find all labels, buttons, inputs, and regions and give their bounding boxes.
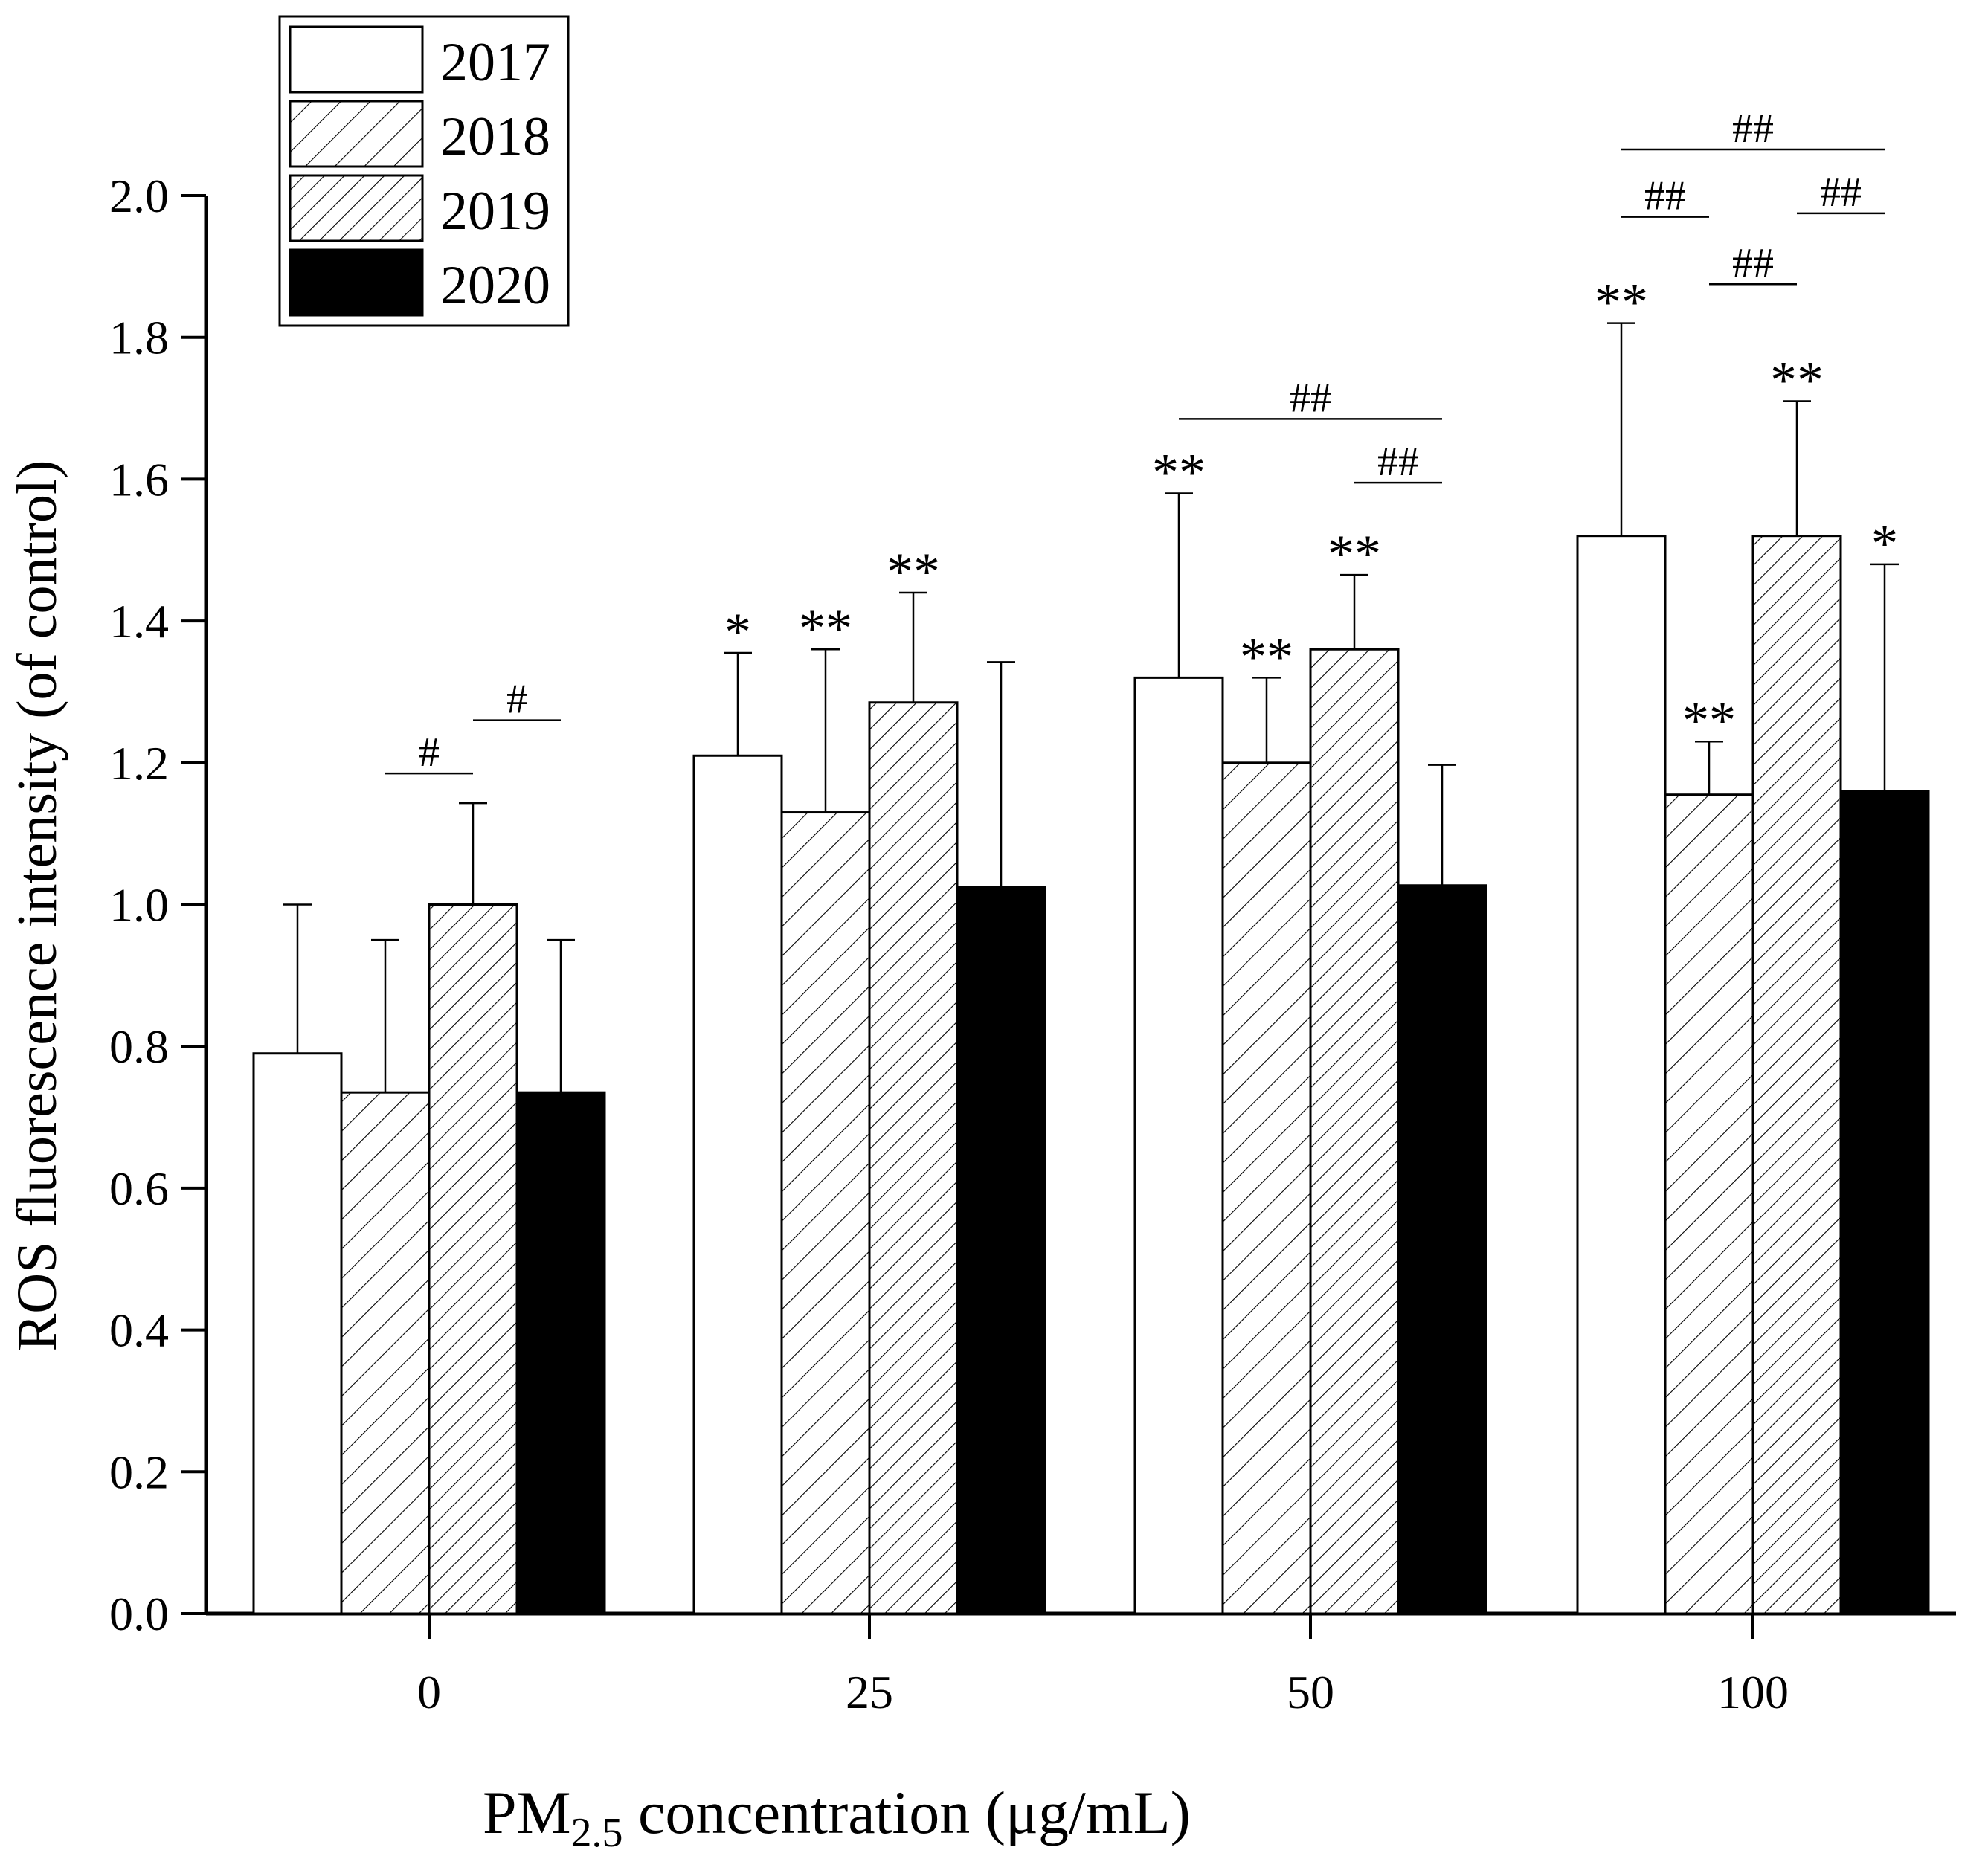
significance-stars: ** [887,542,940,602]
y-tick-label: 1.6 [109,453,169,506]
significance-stars: ** [799,599,852,658]
y-axis-title: ROS fluorescence intensity (of control) [6,460,68,1352]
bar-2017-50 [1133,676,1224,1615]
plot-area: 0.0 0.2 0.4 0.6 0.8 1.0 1.2 1.4 1.6 1.8 2.0 0 25 50 10… [109,106,1956,1718]
legend-label-2019: 2019 [440,181,550,242]
x-axis-title: PM2.5 concentration (μg/mL) [483,1779,1191,1853]
y-tick-label: 1.8 [109,312,169,364]
comparison-label: ## [1377,439,1419,485]
legend-label-2020: 2020 [440,255,550,316]
legend-swatch-2017 [289,25,424,94]
significance-stars: ** [1682,691,1736,750]
y-tick-label: 0.4 [109,1304,169,1357]
legend-box [278,15,570,327]
significance-stars: ** [1240,627,1293,686]
bar-2020-100 [1839,790,1930,1615]
comparison-label: ## [1732,240,1774,286]
x-tick-label: 100 [1717,1666,1789,1718]
x-axis-title-rest: concentration (μg/mL) [623,1779,1191,1846]
bar-2017-25 [692,754,783,1615]
significance-stars: ** [1595,273,1648,332]
y-tick-label: 0.6 [109,1162,169,1215]
y-tick-label: 1.2 [109,737,169,790]
significance-stars: * [1871,514,1898,573]
x-tick-label: 25 [846,1666,893,1718]
x-tick-label: 0 [417,1666,441,1718]
comparison-label: ## [1732,106,1774,152]
x-tick-label: 50 [1287,1666,1334,1718]
legend: 2017 2018 2019 2020 [289,25,550,317]
bar-2019-0 [428,903,518,1615]
y-tick-label: 2.0 [109,170,169,222]
legend-swatch-2018 [289,100,424,168]
bar-2018-25 [780,811,871,1615]
y-tick-label: 0.0 [109,1588,169,1640]
legend-swatch-2020 [289,248,424,317]
comparison-label: ## [1290,375,1331,421]
y-tick-label: 0.8 [109,1020,169,1073]
x-axis-title-main: PM [483,1779,571,1846]
significance-stars: ** [1770,351,1824,410]
legend-label-2018: 2018 [440,106,550,167]
bar-2019-25 [868,701,959,1615]
bar-2020-50 [1397,884,1487,1615]
bar-2020-25 [956,886,1046,1615]
y-tick-label: 0.2 [109,1446,169,1498]
x-axis-title-subscript: 2.5 [571,1810,623,1853]
bar-2017-100 [1576,535,1667,1615]
bar-2018-100 [1664,793,1754,1615]
comparison-label: ## [1820,170,1862,216]
y-tick-label: 1.0 [109,879,169,932]
comparison-label: # [419,729,440,776]
comparison-label: ## [1644,173,1686,219]
bar-2018-50 [1221,761,1312,1615]
bar-2018-0 [340,1091,431,1615]
legend-swatch-2019 [289,174,424,242]
significance-stars: ** [1328,524,1381,584]
legend-label-2017: 2017 [440,32,550,93]
comparison-label: # [506,677,527,723]
bar-2017-0 [252,1052,343,1615]
bar-2019-50 [1309,648,1400,1615]
bar-2020-0 [515,1091,606,1615]
y-tick-label: 1.4 [109,595,169,648]
bar-2019-100 [1751,535,1842,1615]
significance-stars: ** [1152,442,1206,502]
significance-stars: * [724,602,751,662]
